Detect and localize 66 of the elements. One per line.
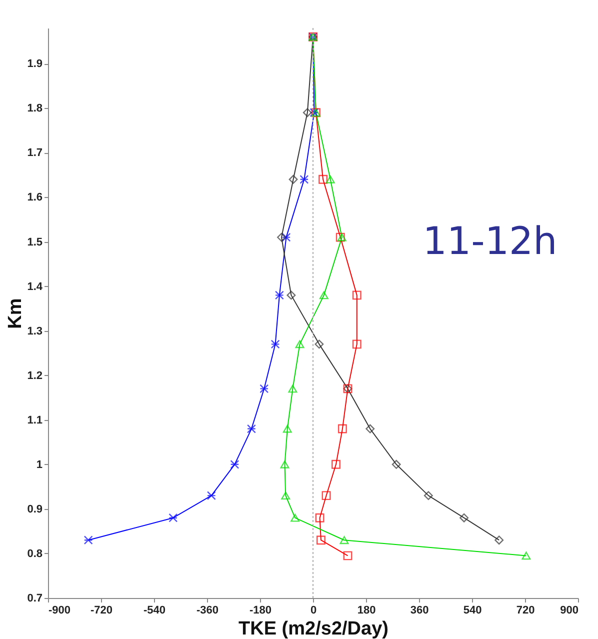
point: [338, 424, 347, 434]
x-tick-label: -900: [48, 604, 71, 616]
point: [246, 424, 256, 434]
point: [282, 424, 292, 433]
point: [424, 491, 433, 500]
point: [392, 460, 401, 469]
point: [300, 174, 309, 184]
point: [282, 232, 291, 242]
x-axis-title: TKE (m2/s2/Day): [238, 618, 388, 639]
x-tick-label: 900: [560, 604, 578, 616]
point: [270, 340, 280, 349]
point: [322, 491, 331, 500]
point: [366, 424, 375, 434]
point: [315, 513, 324, 522]
y-tick-label: 1.4: [27, 280, 44, 293]
point: [460, 513, 469, 522]
y-tick-label: 0.9: [27, 503, 42, 516]
point: [343, 551, 352, 560]
point: [295, 340, 304, 348]
point: [84, 536, 93, 545]
point: [326, 175, 335, 184]
point: [260, 384, 269, 394]
point: [340, 536, 349, 544]
point: [314, 340, 324, 349]
point: [352, 290, 362, 300]
y-tick-label: 1.6: [27, 192, 42, 204]
y-tick-label: 1.8: [27, 102, 42, 115]
point: [277, 232, 286, 242]
point: [281, 492, 290, 500]
y-tick-label: 1.1: [27, 414, 42, 426]
y-tick-label: 0.7: [27, 592, 42, 604]
y-tick-label: 1.3: [27, 325, 42, 338]
point: [206, 491, 216, 500]
y-tick-label: 1: [36, 458, 42, 471]
point: [288, 174, 298, 184]
point: [331, 460, 340, 469]
point: [494, 536, 504, 545]
point: [352, 340, 362, 349]
x-tick-label: 180: [357, 604, 376, 616]
point: [280, 460, 290, 468]
x-tick-label: 540: [463, 604, 482, 616]
point: [288, 384, 298, 393]
point: [318, 174, 328, 184]
point: [290, 514, 300, 522]
point: [522, 552, 531, 560]
point: [230, 460, 240, 469]
y-tick-label: 1.5: [27, 236, 42, 248]
point: [319, 291, 328, 300]
point: [302, 108, 312, 118]
x-tick-label: -360: [196, 604, 219, 616]
y-tick-label: 1.7: [27, 147, 42, 160]
y-tick-label: 1.2: [27, 370, 42, 382]
y-tick-label: 1.9: [27, 58, 42, 70]
x-tick-label: -720: [90, 604, 113, 616]
x-tick-label: -180: [249, 604, 272, 616]
point: [168, 513, 178, 522]
point: [274, 290, 284, 300]
x-tick-label: 720: [516, 604, 535, 616]
annotation: 11-12h: [422, 219, 558, 263]
point: [286, 290, 296, 300]
x-tick-label: -540: [143, 604, 166, 616]
y-tick-label: 0.8: [27, 548, 42, 560]
x-tick-label: 0: [310, 604, 317, 616]
y-axis-title: Km: [5, 298, 26, 329]
point: [316, 536, 326, 545]
x-tick-label: 360: [410, 604, 429, 616]
